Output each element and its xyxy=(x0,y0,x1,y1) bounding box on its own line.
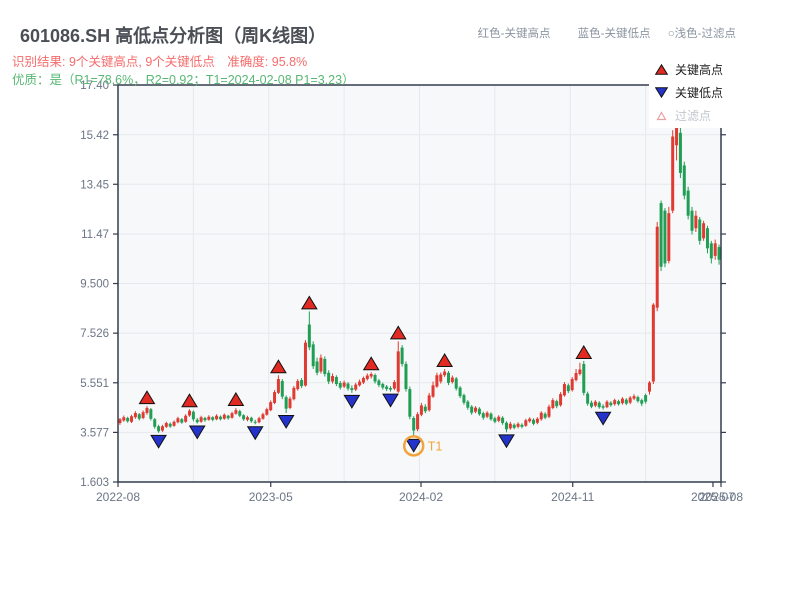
key-high-triangle-icon xyxy=(270,359,287,374)
chart-legend: 关键高点 关键低点 过滤点 xyxy=(649,56,741,128)
key-low-triangle-icon xyxy=(150,434,167,449)
svg-text:2023-05: 2023-05 xyxy=(249,490,293,504)
svg-text:11.47: 11.47 xyxy=(81,229,109,241)
svg-text:2025-07: 2025-07 xyxy=(691,490,735,504)
light-outline-triangle-icon xyxy=(656,111,667,121)
key-high-triangle-icon xyxy=(362,356,380,371)
legend-item-key-high[interactable]: 关键高点 xyxy=(651,58,741,81)
svg-text:9.500: 9.500 xyxy=(80,279,109,291)
key-low-triangle-icon xyxy=(382,393,399,408)
blue-down-triangle-icon xyxy=(655,87,668,98)
t1-circle-icon xyxy=(402,435,425,457)
page-title: 601086.SH 高低点分析图（周K线图） xyxy=(20,26,327,46)
svg-text:15.42: 15.42 xyxy=(80,130,109,142)
svg-text:2025-08: 2025-08 xyxy=(699,490,743,504)
y-axis-labels: 1.603 3.577 5.551 7.526 9.500 11.47 13.45 15.42… xyxy=(80,80,109,489)
t1-label: T1 xyxy=(428,439,443,453)
caption-key-high: 红色-关键高点 xyxy=(477,28,551,40)
svg-text:17.40: 17.40 xyxy=(80,80,109,92)
legend-item-key-low[interactable]: 关键低点 xyxy=(651,81,741,104)
key-low-triangle-icon xyxy=(405,438,423,453)
key-low-triangle-icon xyxy=(277,414,295,429)
key-low-triangle-icon xyxy=(594,411,612,426)
key-high-triangle-icon xyxy=(227,391,245,406)
caption-key-low: 蓝色-关键低点 xyxy=(577,28,651,40)
svg-text:2024-02: 2024-02 xyxy=(399,490,443,504)
svg-text:2022-08: 2022-08 xyxy=(96,490,140,504)
red-up-triangle-icon xyxy=(655,64,668,75)
legend-item-filtered[interactable]: 过滤点 xyxy=(651,104,741,127)
key-high-triangle-icon xyxy=(389,325,407,340)
legend-item-label: 关键高点 xyxy=(675,63,724,77)
t1-annotation: T1 xyxy=(402,435,443,457)
key-high-triangle-icon xyxy=(300,295,318,310)
candlestick-series xyxy=(118,118,721,437)
svg-text:3.577: 3.577 xyxy=(80,427,109,439)
x-axis-labels: 2022-08 2023-05 2024-02 2024-11 2025-072025-… xyxy=(96,490,743,504)
svg-text:7.526: 7.526 xyxy=(80,328,109,340)
svg-text:1.603: 1.603 xyxy=(80,477,109,489)
key-high-triangle-icon xyxy=(181,393,198,408)
key-low-triangle-icon xyxy=(343,394,361,409)
key-low-triangle-icon xyxy=(498,434,515,449)
svg-text:13.45: 13.45 xyxy=(80,179,109,191)
key-high-markers xyxy=(138,295,593,408)
recognition-result-text: 识别结果: 9个关键高点, 9个关键低点 准确度: 95.8% xyxy=(12,55,308,69)
key-low-markers xyxy=(150,393,612,453)
svg-text:5.551: 5.551 xyxy=(80,378,109,390)
key-high-triangle-icon xyxy=(575,344,593,359)
svg-text:2024-11: 2024-11 xyxy=(551,490,594,504)
legend-item-label: 关键低点 xyxy=(675,86,724,100)
key-low-triangle-icon xyxy=(188,425,206,440)
color-key-caption: 红色-关键高点 蓝色-关键低点 ○浅色-过滤点 xyxy=(478,25,736,41)
quality-metrics-text: 优质：是（R1=78.6%，R2=0.92；T1=2024-02-08 P1=3… xyxy=(12,73,355,87)
legend-item-label: 过滤点 xyxy=(675,109,712,123)
key-high-triangle-icon xyxy=(138,390,156,405)
key-low-triangle-icon xyxy=(246,426,264,441)
caption-filtered: ○浅色-过滤点 xyxy=(667,28,736,40)
key-high-triangle-icon xyxy=(436,353,454,367)
